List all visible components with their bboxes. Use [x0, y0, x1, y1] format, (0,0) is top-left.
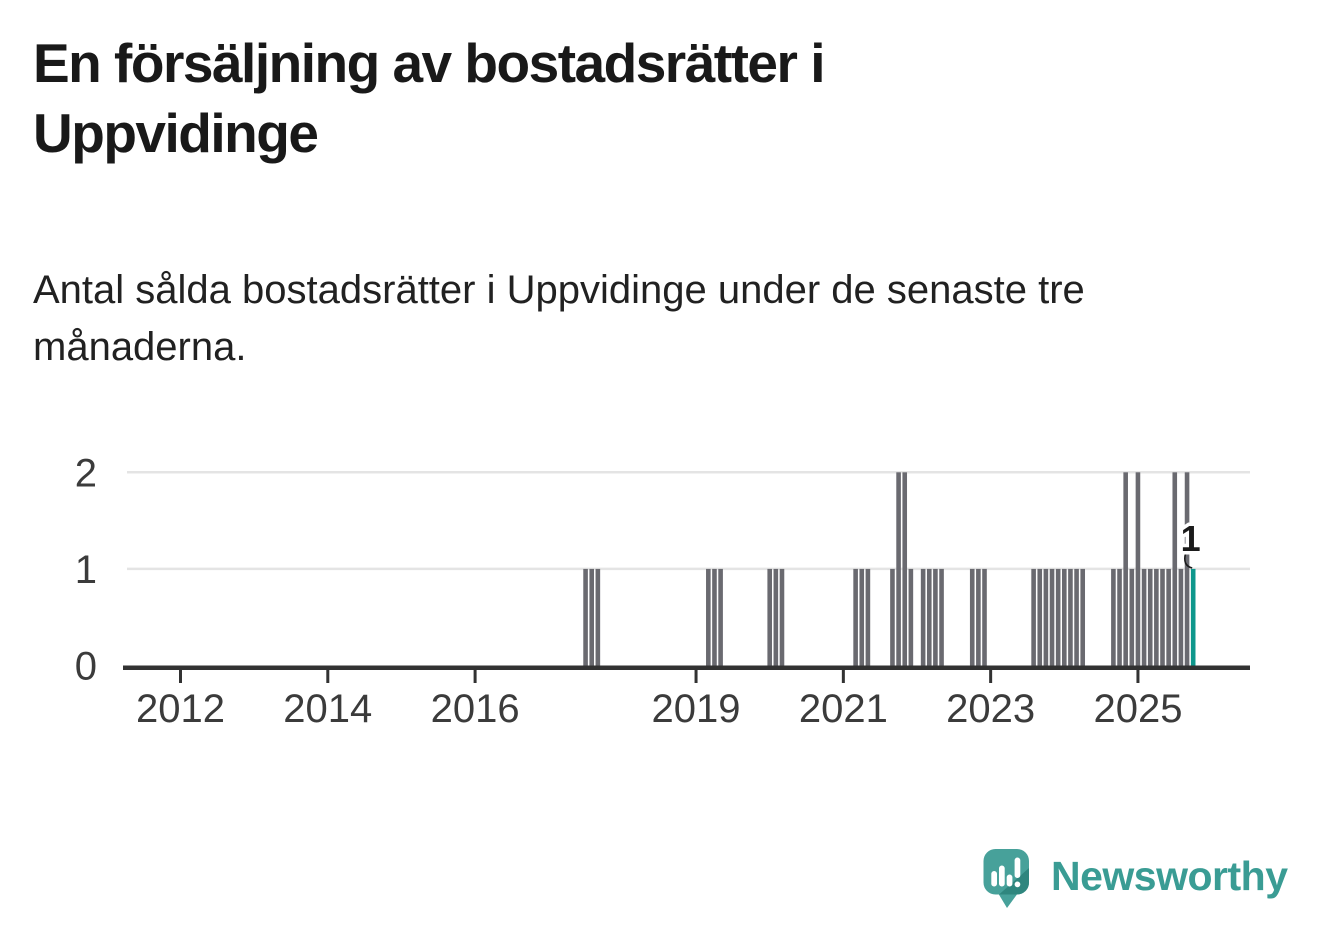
bar-2024-04: [1080, 568, 1086, 668]
brand-wordmark: Newsworthy: [1051, 853, 1288, 899]
x-axis-label-2021: 2021: [799, 687, 888, 731]
bar-2024-01: [1062, 568, 1067, 668]
logo-bubble-tail: [998, 893, 1018, 908]
bar-2025-01: [1135, 472, 1141, 668]
bar-2024-09: [1111, 568, 1116, 668]
bar-2023-11: [1049, 568, 1055, 668]
x-axis-tick-2014: [326, 670, 330, 683]
bar-2022-04: [933, 568, 938, 668]
bar-2021-05: [865, 568, 871, 668]
bar-2024-03: [1074, 568, 1079, 668]
logo-minibar-1: [991, 871, 997, 887]
page-title: En försäljning av bostadsrätter i Uppvid…: [33, 32, 825, 165]
bar-2025-09: [1184, 472, 1190, 668]
newsworthy-logo-icon: [983, 849, 1029, 908]
bar-2021-03: [853, 568, 858, 668]
y-axis-label-2: 2: [75, 451, 97, 495]
x-axis-tick-2023: [989, 670, 993, 683]
bar-2019-03: [706, 568, 711, 668]
bar-2025-06: [1166, 568, 1171, 668]
x-axis-tick-2012: [179, 670, 182, 683]
bar-current-2025-10: [1190, 568, 1196, 668]
bar-2021-12: [908, 568, 914, 668]
bar-2024-11: [1123, 472, 1128, 668]
bar-2020-03: [779, 568, 785, 668]
bar-2022-11: [976, 568, 981, 668]
x-axis-tick-2021: [841, 670, 845, 683]
x-axis-label-2014: 2014: [283, 687, 372, 731]
bar-2025-03: [1147, 568, 1153, 668]
x-axis-label-2025: 2025: [1093, 687, 1182, 731]
bar-2025-02: [1141, 568, 1147, 668]
logo-exclamation-dot: [1014, 881, 1021, 888]
x-axis-line: [123, 665, 1250, 670]
bar-2025-07: [1172, 472, 1178, 668]
bar-2023-09: [1037, 568, 1043, 668]
annotation-leader-line: [1183, 552, 1193, 569]
bar-2017-08: [589, 568, 595, 668]
logo-minibar-2: [999, 865, 1005, 887]
bar-2021-04: [859, 568, 865, 668]
logo-exclamation-bar: [1014, 857, 1021, 878]
bar-2022-05: [939, 568, 944, 668]
bar-2022-12: [982, 568, 987, 668]
bar-2025-08: [1178, 568, 1184, 668]
bar-2022-10: [969, 568, 975, 668]
bar-2021-09: [890, 568, 895, 668]
x-axis-tick-2025: [1136, 670, 1140, 683]
bar-2021-10: [896, 472, 901, 668]
bar-2021-11: [902, 472, 908, 668]
bar-2024-10: [1117, 568, 1122, 668]
bar-2023-10: [1043, 568, 1049, 668]
newsworthy-logo: Newsworthy: [983, 847, 1303, 917]
x-axis-label-2016: 2016: [431, 687, 520, 731]
current-value-annotation: 1: [1181, 518, 1201, 559]
logo-bubble-shade: [999, 868, 1029, 895]
logo-minibar-3: [1006, 874, 1013, 887]
bar-2017-09: [595, 568, 601, 668]
bar-2024-12: [1129, 568, 1135, 668]
bar-2023-08: [1031, 568, 1036, 668]
x-axis-label-2012: 2012: [136, 687, 225, 731]
bar-2025-05: [1160, 568, 1165, 668]
bar-2019-05: [718, 568, 723, 668]
bar-2022-02: [920, 568, 926, 668]
x-axis-label-2023: 2023: [946, 687, 1035, 731]
x-axis-label-2019: 2019: [652, 687, 741, 731]
bar-2020-02: [773, 568, 779, 668]
y-axis-label-1: 1: [75, 548, 97, 592]
x-axis-tick-2019: [694, 670, 698, 683]
bar-2017-07: [583, 568, 588, 668]
bar-2019-04: [712, 568, 717, 668]
x-axis-tick-2016: [473, 670, 477, 683]
bar-2023-12: [1055, 568, 1061, 668]
chart-subtitle: Antal sålda bostadsrätter i Uppvidinge u…: [33, 268, 1085, 369]
sales-bar-chart: 0 1 2 2012 2014 2016 2019 2021 2023 2025 1: [75, 451, 1250, 731]
bar-2024-02: [1068, 568, 1073, 668]
bar-2022-03: [926, 568, 932, 668]
bar-2025-04: [1154, 568, 1159, 668]
bar-2020-01: [767, 568, 772, 668]
y-axis-label-0: 0: [75, 645, 97, 689]
